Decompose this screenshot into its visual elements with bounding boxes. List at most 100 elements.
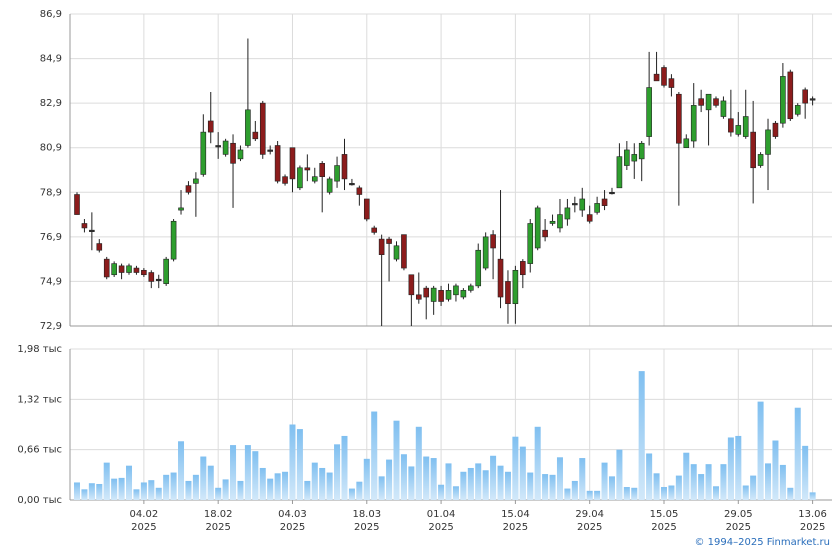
candle-body [252, 131, 259, 140]
candle-body [215, 145, 221, 148]
candle-body [482, 236, 489, 269]
candle-body [163, 258, 169, 284]
y-tick-label: 78,9 [40, 187, 62, 198]
candle-body [475, 249, 482, 287]
volume-bar-shade [133, 489, 140, 500]
volume-bar-shade [126, 465, 133, 500]
candle-body [141, 269, 147, 276]
candle-body [609, 191, 615, 195]
candle-body [534, 207, 541, 249]
candle-body [371, 227, 378, 233]
volume-bar-shade [393, 420, 400, 500]
volume-bar-shade [579, 458, 586, 500]
candle-body [512, 269, 519, 305]
volume-bar-shade [289, 424, 296, 500]
volume-bar-shade [282, 471, 289, 500]
candle-body [735, 125, 742, 135]
volume-bar-shade [81, 489, 88, 500]
volume-bar-shade [646, 453, 653, 500]
candle-body [780, 76, 786, 124]
volume-bar-shade [527, 472, 534, 500]
candle-body [490, 234, 496, 249]
candle-body [594, 203, 600, 213]
volume-bar-shade [519, 446, 526, 500]
volume-bar-shade [475, 463, 482, 500]
volume-bar-shade [638, 371, 645, 500]
volume-bar-shade [750, 475, 757, 500]
candle-body [750, 131, 756, 169]
candle-body [460, 290, 467, 298]
volume-bar-shade [200, 456, 207, 500]
volume-bar-shade [653, 473, 660, 500]
candle-body [668, 78, 675, 88]
candle-body [690, 105, 697, 142]
volume-bar-shade [430, 458, 437, 500]
candle-body [148, 272, 155, 282]
volume-bar-shade [556, 457, 563, 500]
candle-body [505, 281, 511, 305]
candle-body [393, 245, 400, 260]
volume-bar-shade [713, 486, 720, 500]
candle-body [572, 203, 578, 206]
candle-body [74, 194, 80, 215]
candle-body [341, 154, 348, 180]
volume-bar-shade [438, 484, 445, 500]
volume-bar-shade [88, 483, 95, 500]
volume-bar-shade [787, 487, 794, 500]
volume-bar-shade [334, 444, 341, 500]
volume-bar-shade [772, 440, 779, 500]
candle-body [430, 287, 437, 302]
candle-body [520, 261, 526, 276]
x-tick-label: 04.03 2025 [278, 509, 307, 533]
y-tick-label: 82,9 [40, 98, 62, 109]
candle-body [742, 116, 749, 137]
candle-body [386, 238, 392, 244]
candle-body [438, 290, 444, 302]
x-tick-label: 18.03 2025 [352, 509, 381, 533]
candle-body [468, 285, 474, 291]
candle-body [720, 100, 727, 117]
volume-bar-shade [809, 492, 816, 500]
volume-bar-shade [341, 435, 348, 500]
candle-body [646, 87, 652, 137]
candle-body [772, 122, 779, 137]
candle-body [193, 178, 199, 184]
candle-body [713, 98, 719, 106]
y-tick-label: 0,00 тыс [17, 495, 62, 506]
candle-body [415, 294, 422, 300]
volume-bar-shade [571, 480, 578, 500]
volume-bar-shade [304, 480, 311, 500]
volume-bar-shade [311, 462, 318, 500]
volume-bar-shade [660, 487, 667, 500]
volume-bar-shade [296, 429, 303, 500]
volume-bar-shade [103, 462, 110, 500]
candle-body [222, 140, 229, 155]
volume-bar-shade [512, 436, 519, 500]
volume-bar-shade [170, 472, 177, 500]
candle-body [155, 278, 162, 282]
volume-bar-shade [727, 437, 734, 500]
candle-body [616, 156, 623, 189]
volume-bar-shade [185, 480, 192, 500]
candle-body [557, 214, 563, 229]
volume-bar-shade [348, 488, 355, 500]
candle-body [542, 229, 548, 238]
candle-body [133, 267, 140, 273]
footer-link[interactable]: © 1994–2025 Finmarket.ru [694, 537, 830, 548]
candle-body [423, 287, 430, 298]
volume-bar-shade [230, 445, 237, 500]
volume-bar-shade [378, 476, 385, 500]
candle-body [89, 229, 95, 232]
volume-bar-shade [698, 474, 705, 500]
candle-body [564, 207, 571, 220]
candle-body [356, 187, 363, 195]
candle-body [445, 290, 452, 300]
volume-bar-shade [192, 474, 199, 500]
volume-bar-shade [259, 467, 266, 500]
candle-body [408, 274, 415, 296]
volume-bar-shade [400, 454, 407, 500]
volume-bar-shade [148, 480, 155, 500]
candle-body [96, 243, 103, 251]
volume-bar-shade [482, 470, 489, 500]
volume-bar-shade [720, 464, 727, 500]
